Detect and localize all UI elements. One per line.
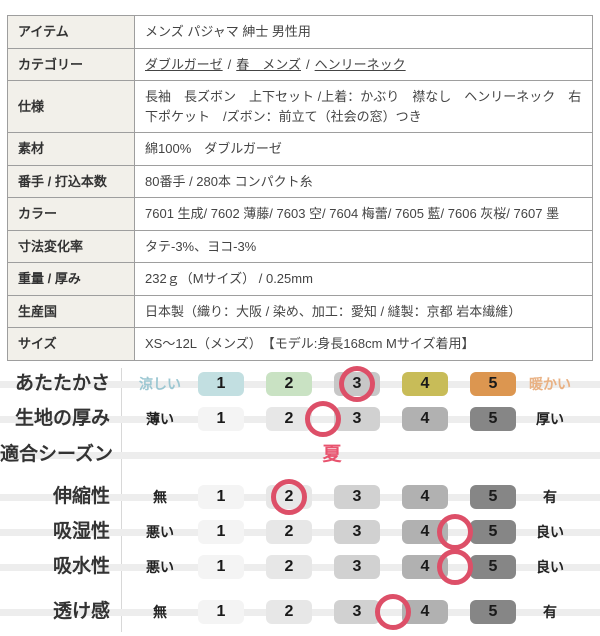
scale-box-4: 4 [402, 407, 448, 431]
rating-row-label: 適合シーズン [0, 444, 114, 465]
spec-value: 232ｇ（Mサイズ） / 0.25mm [134, 262, 593, 296]
category-link[interactable]: ダブルガーゼ [145, 56, 223, 72]
scale-box-3: 3 [334, 600, 380, 624]
spec-value: タテ-3%、ヨコ-3% [134, 229, 593, 263]
table-row: カテゴリー ダブルガーゼ / 春 メンズ / ヘンリーネック [7, 47, 593, 81]
scale-box-3: 3 [334, 520, 380, 544]
table-row: 重量 / 厚み 232ｇ（Mサイズ） / 0.25mm [7, 262, 593, 296]
spec-label: カテゴリー [7, 47, 135, 81]
link-separator: / [306, 56, 310, 72]
category-link[interactable]: 春 メンズ [236, 56, 301, 72]
scale-track [0, 452, 600, 459]
scale-box-2: 2 [266, 555, 312, 579]
scale-min-label: 薄い [146, 411, 174, 427]
rating-circle-marker [271, 479, 307, 515]
scale-box-5: 5 [470, 372, 516, 396]
scale-max-label: 有 [543, 604, 557, 620]
rating-row-label: あたたかさ [14, 373, 110, 394]
table-row: 仕様 長袖 長ズボン 上下セット /上着：かぶり 襟なし ヘンリーネック 右下ポ… [7, 80, 593, 133]
scale-max-label: 厚い [536, 411, 564, 427]
spec-label: 重量 / 厚み [7, 262, 135, 296]
rating-row-sheerness: 透け感 無 1 2 3 4 5 有 [0, 594, 600, 630]
scale-box-1: 1 [198, 555, 244, 579]
scale-box-1: 1 [198, 485, 244, 509]
spec-label: アイテム [7, 15, 135, 49]
rating-row-label: 生地の厚み [14, 408, 110, 429]
scale-box-5: 5 [470, 555, 516, 579]
scale-box-2: 2 [266, 372, 312, 396]
rating-row-warmth: あたたかさ 涼しい 1 2 3 4 5 暖かい [0, 366, 600, 402]
spec-value: ダブルガーゼ / 春 メンズ / ヘンリーネック [134, 47, 593, 81]
rating-row-label: 透け感 [52, 601, 110, 622]
scale-box-5: 5 [470, 407, 516, 431]
scale-max-label: 良い [536, 524, 564, 540]
spec-value: 綿100% ダブルガーゼ [134, 132, 593, 166]
table-row: 素材 綿100% ダブルガーゼ [7, 132, 593, 166]
spec-value: 7601 生成/ 7602 薄藤/ 7603 空/ 7604 梅蕾/ 7605 … [134, 197, 593, 231]
scale-min-label: 無 [153, 604, 167, 620]
rating-circle-marker [305, 401, 341, 437]
spec-label: 素材 [7, 132, 135, 166]
table-row: カラー 7601 生成/ 7602 薄藤/ 7603 空/ 7604 梅蕾/ 7… [7, 197, 593, 231]
scale-max-label: 良い [536, 559, 564, 575]
scale-max-label: 暖かい [529, 376, 571, 392]
spec-table: アイテム メンズ パジャマ 紳士 男性用 カテゴリー ダブルガーゼ / 春 メンズ /… [7, 15, 593, 361]
rating-row-water: 吸水性 悪い 1 2 3 4 5 良い [0, 549, 600, 585]
scale-min-label: 無 [153, 489, 167, 505]
rating-row-thickness: 生地の厚み 薄い 1 2 3 4 5 厚い [0, 401, 600, 437]
table-row: サイズ XS～12L（メンズ） 【モデル:身長168cm Mサイズ着用】 [7, 327, 593, 361]
season-text: 夏 [322, 444, 342, 465]
scale-box-4: 4 [402, 485, 448, 509]
rating-row-moisture: 吸湿性 悪い 1 2 3 4 5 良い [0, 514, 600, 550]
table-row: 寸法変化率 タテ-3%、ヨコ-3% [7, 229, 593, 263]
spec-value: 日本製（織り：大阪 / 染め、加工：愛知 / 縫製：京都 岩本繊維） [134, 294, 593, 328]
rating-circle-marker [437, 514, 473, 550]
spec-label: 番手 / 打込本数 [7, 164, 135, 198]
scale-box-5: 5 [470, 600, 516, 624]
scale-box-1: 1 [198, 372, 244, 396]
scale-box-3: 3 [334, 407, 380, 431]
rating-circle-marker [437, 549, 473, 585]
table-row: アイテム メンズ パジャマ 紳士 男性用 [7, 15, 593, 49]
spec-value: XS～12L（メンズ） 【モデル:身長168cm Mサイズ着用】 [134, 327, 593, 361]
spec-value: 80番手 / 280本 コンパクト糸 [134, 164, 593, 198]
table-row: 番手 / 打込本数 80番手 / 280本 コンパクト糸 [7, 164, 593, 198]
scale-box-5: 5 [470, 485, 516, 509]
scale-box-5: 5 [470, 520, 516, 544]
table-row: 生産国 日本製（織り：大阪 / 染め、加工：愛知 / 縫製：京都 岩本繊維） [7, 294, 593, 328]
scale-box-3: 3 [334, 485, 380, 509]
spec-label: サイズ [7, 327, 135, 361]
category-link[interactable]: ヘンリーネック [314, 56, 406, 72]
scale-box-1: 1 [198, 600, 244, 624]
scale-min-label: 悪い [146, 559, 174, 575]
rating-row-label: 吸湿性 [52, 521, 110, 542]
spec-value: メンズ パジャマ 紳士 男性用 [134, 15, 593, 49]
scale-box-2: 2 [266, 600, 312, 624]
scale-box-2: 2 [266, 407, 312, 431]
scale-min-label: 涼しい [139, 376, 181, 392]
spec-label: 仕様 [7, 80, 135, 133]
scale-box-4: 4 [402, 372, 448, 396]
scale-min-label: 悪い [146, 524, 174, 540]
rating-circle-marker [339, 366, 375, 402]
link-separator: / [227, 56, 232, 72]
scale-box-1: 1 [198, 407, 244, 431]
rating-row-stretch: 伸縮性 無 1 2 3 4 5 有 [0, 479, 600, 515]
scale-box-2: 2 [266, 520, 312, 544]
rating-row-label: 伸縮性 [52, 486, 110, 507]
spec-label: 生産国 [7, 294, 135, 328]
rating-circle-marker [375, 594, 411, 630]
spec-label: 寸法変化率 [7, 229, 135, 263]
spec-value: 長袖 長ズボン 上下セット /上着：かぶり 襟なし ヘンリーネック 右下ポケット… [134, 80, 593, 133]
rating-row-label: 吸水性 [52, 556, 110, 577]
spec-label: カラー [7, 197, 135, 231]
rating-row-season: 適合シーズン 夏 [0, 441, 600, 469]
scale-box-3: 3 [334, 555, 380, 579]
scale-box-1: 1 [198, 520, 244, 544]
scale-max-label: 有 [543, 489, 557, 505]
